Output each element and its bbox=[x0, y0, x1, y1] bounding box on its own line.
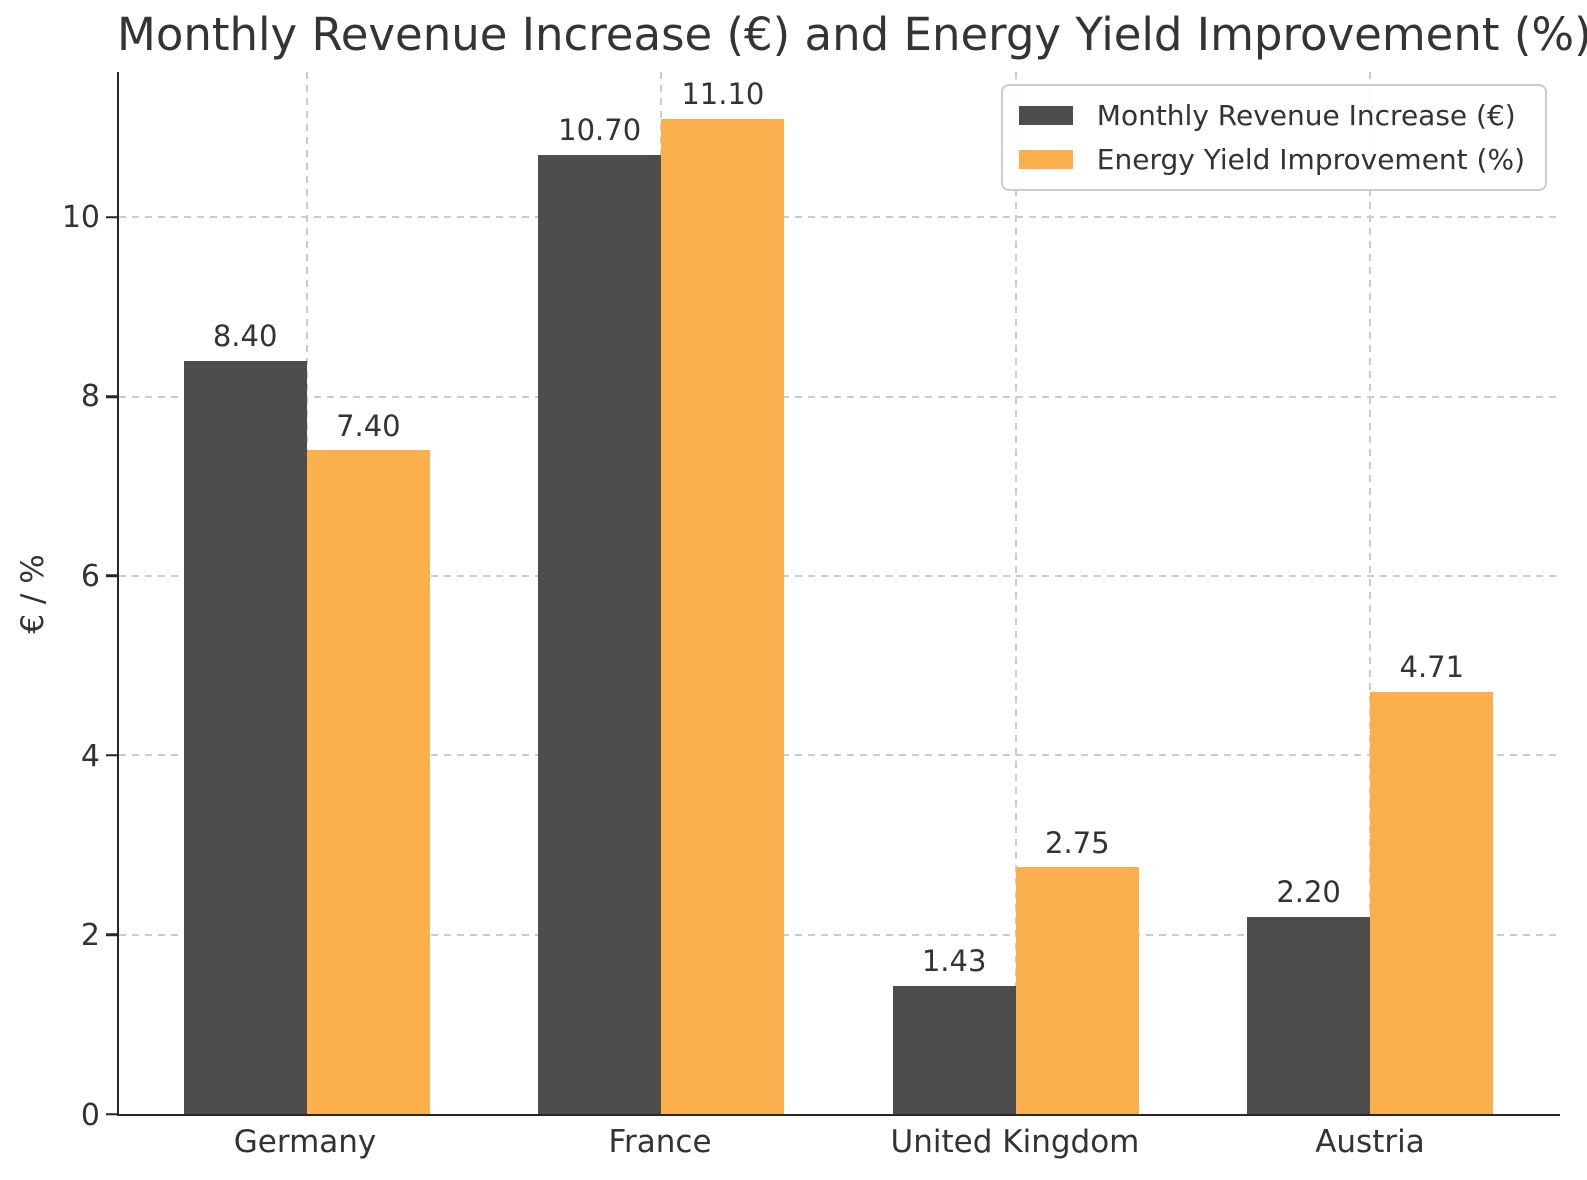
y-tick-label: 0 bbox=[80, 1098, 100, 1133]
gridline-horizontal bbox=[119, 933, 1560, 936]
gridline-horizontal bbox=[119, 754, 1560, 757]
legend-swatch bbox=[1018, 150, 1073, 169]
y-tick-mark bbox=[106, 216, 119, 219]
x-tick-label: United Kingdom bbox=[890, 1124, 1140, 1160]
y-tick-label: 10 bbox=[61, 199, 100, 235]
legend-swatch bbox=[1018, 106, 1073, 125]
x-tick-label: Austria bbox=[1315, 1124, 1425, 1160]
y-tick-label: 2 bbox=[80, 918, 100, 954]
y-tick-mark bbox=[106, 395, 119, 398]
bar-value-label: 11.10 bbox=[681, 76, 765, 111]
y-tick-label: 6 bbox=[80, 558, 100, 594]
gridline-vertical bbox=[1369, 72, 1372, 1114]
y-tick-mark bbox=[106, 933, 119, 936]
y-axis: 0 2 4 6 8 10 bbox=[0, 72, 100, 1130]
bar-revenue bbox=[892, 985, 1016, 1114]
x-axis: Germany France United Kingdom Austria bbox=[117, 1124, 1560, 1174]
gridline-horizontal bbox=[119, 395, 1560, 398]
legend-label: Energy Yield Improvement (%) bbox=[1096, 143, 1525, 176]
legend-item: Monthly Revenue Increase (€) bbox=[1018, 99, 1525, 132]
plot-area: Monthly Revenue Increase (€) Energy Yield… bbox=[106, 72, 1560, 1116]
y-tick-label: 4 bbox=[80, 738, 100, 774]
bar-value-label: 1.43 bbox=[921, 943, 987, 978]
legend-item: Energy Yield Improvement (%) bbox=[1018, 143, 1525, 176]
bar-yield bbox=[306, 450, 430, 1114]
y-tick-mark bbox=[106, 754, 119, 757]
chart-title: Monthly Revenue Increase (€) and Energy … bbox=[117, 8, 1587, 61]
legend-label: Monthly Revenue Increase (€) bbox=[1096, 99, 1516, 132]
bar-revenue bbox=[183, 360, 307, 1114]
y-tick-label: 8 bbox=[80, 379, 100, 415]
gridline-horizontal bbox=[119, 574, 1560, 577]
bar-revenue bbox=[1247, 916, 1371, 1114]
bar-yield bbox=[661, 118, 785, 1114]
x-tick-label: France bbox=[608, 1124, 712, 1160]
legend: Monthly Revenue Increase (€) Energy Yield… bbox=[1000, 84, 1547, 191]
y-tick-mark bbox=[106, 1112, 119, 1116]
bar-value-label: 4.71 bbox=[1399, 649, 1465, 684]
bar-revenue bbox=[538, 154, 662, 1114]
x-tick-label: Germany bbox=[233, 1124, 377, 1160]
bar-value-label: 10.70 bbox=[558, 112, 642, 147]
bar-value-label: 8.40 bbox=[212, 318, 278, 353]
bar-yield bbox=[1370, 691, 1494, 1114]
gridline-horizontal bbox=[119, 216, 1560, 219]
gridline-vertical bbox=[1014, 72, 1017, 1114]
bar-value-label: 7.40 bbox=[336, 408, 401, 443]
bar-value-label: 2.20 bbox=[1276, 874, 1341, 909]
bar-yield bbox=[1015, 867, 1139, 1114]
y-tick-mark bbox=[106, 574, 119, 578]
bar-value-label: 2.75 bbox=[1045, 825, 1110, 860]
